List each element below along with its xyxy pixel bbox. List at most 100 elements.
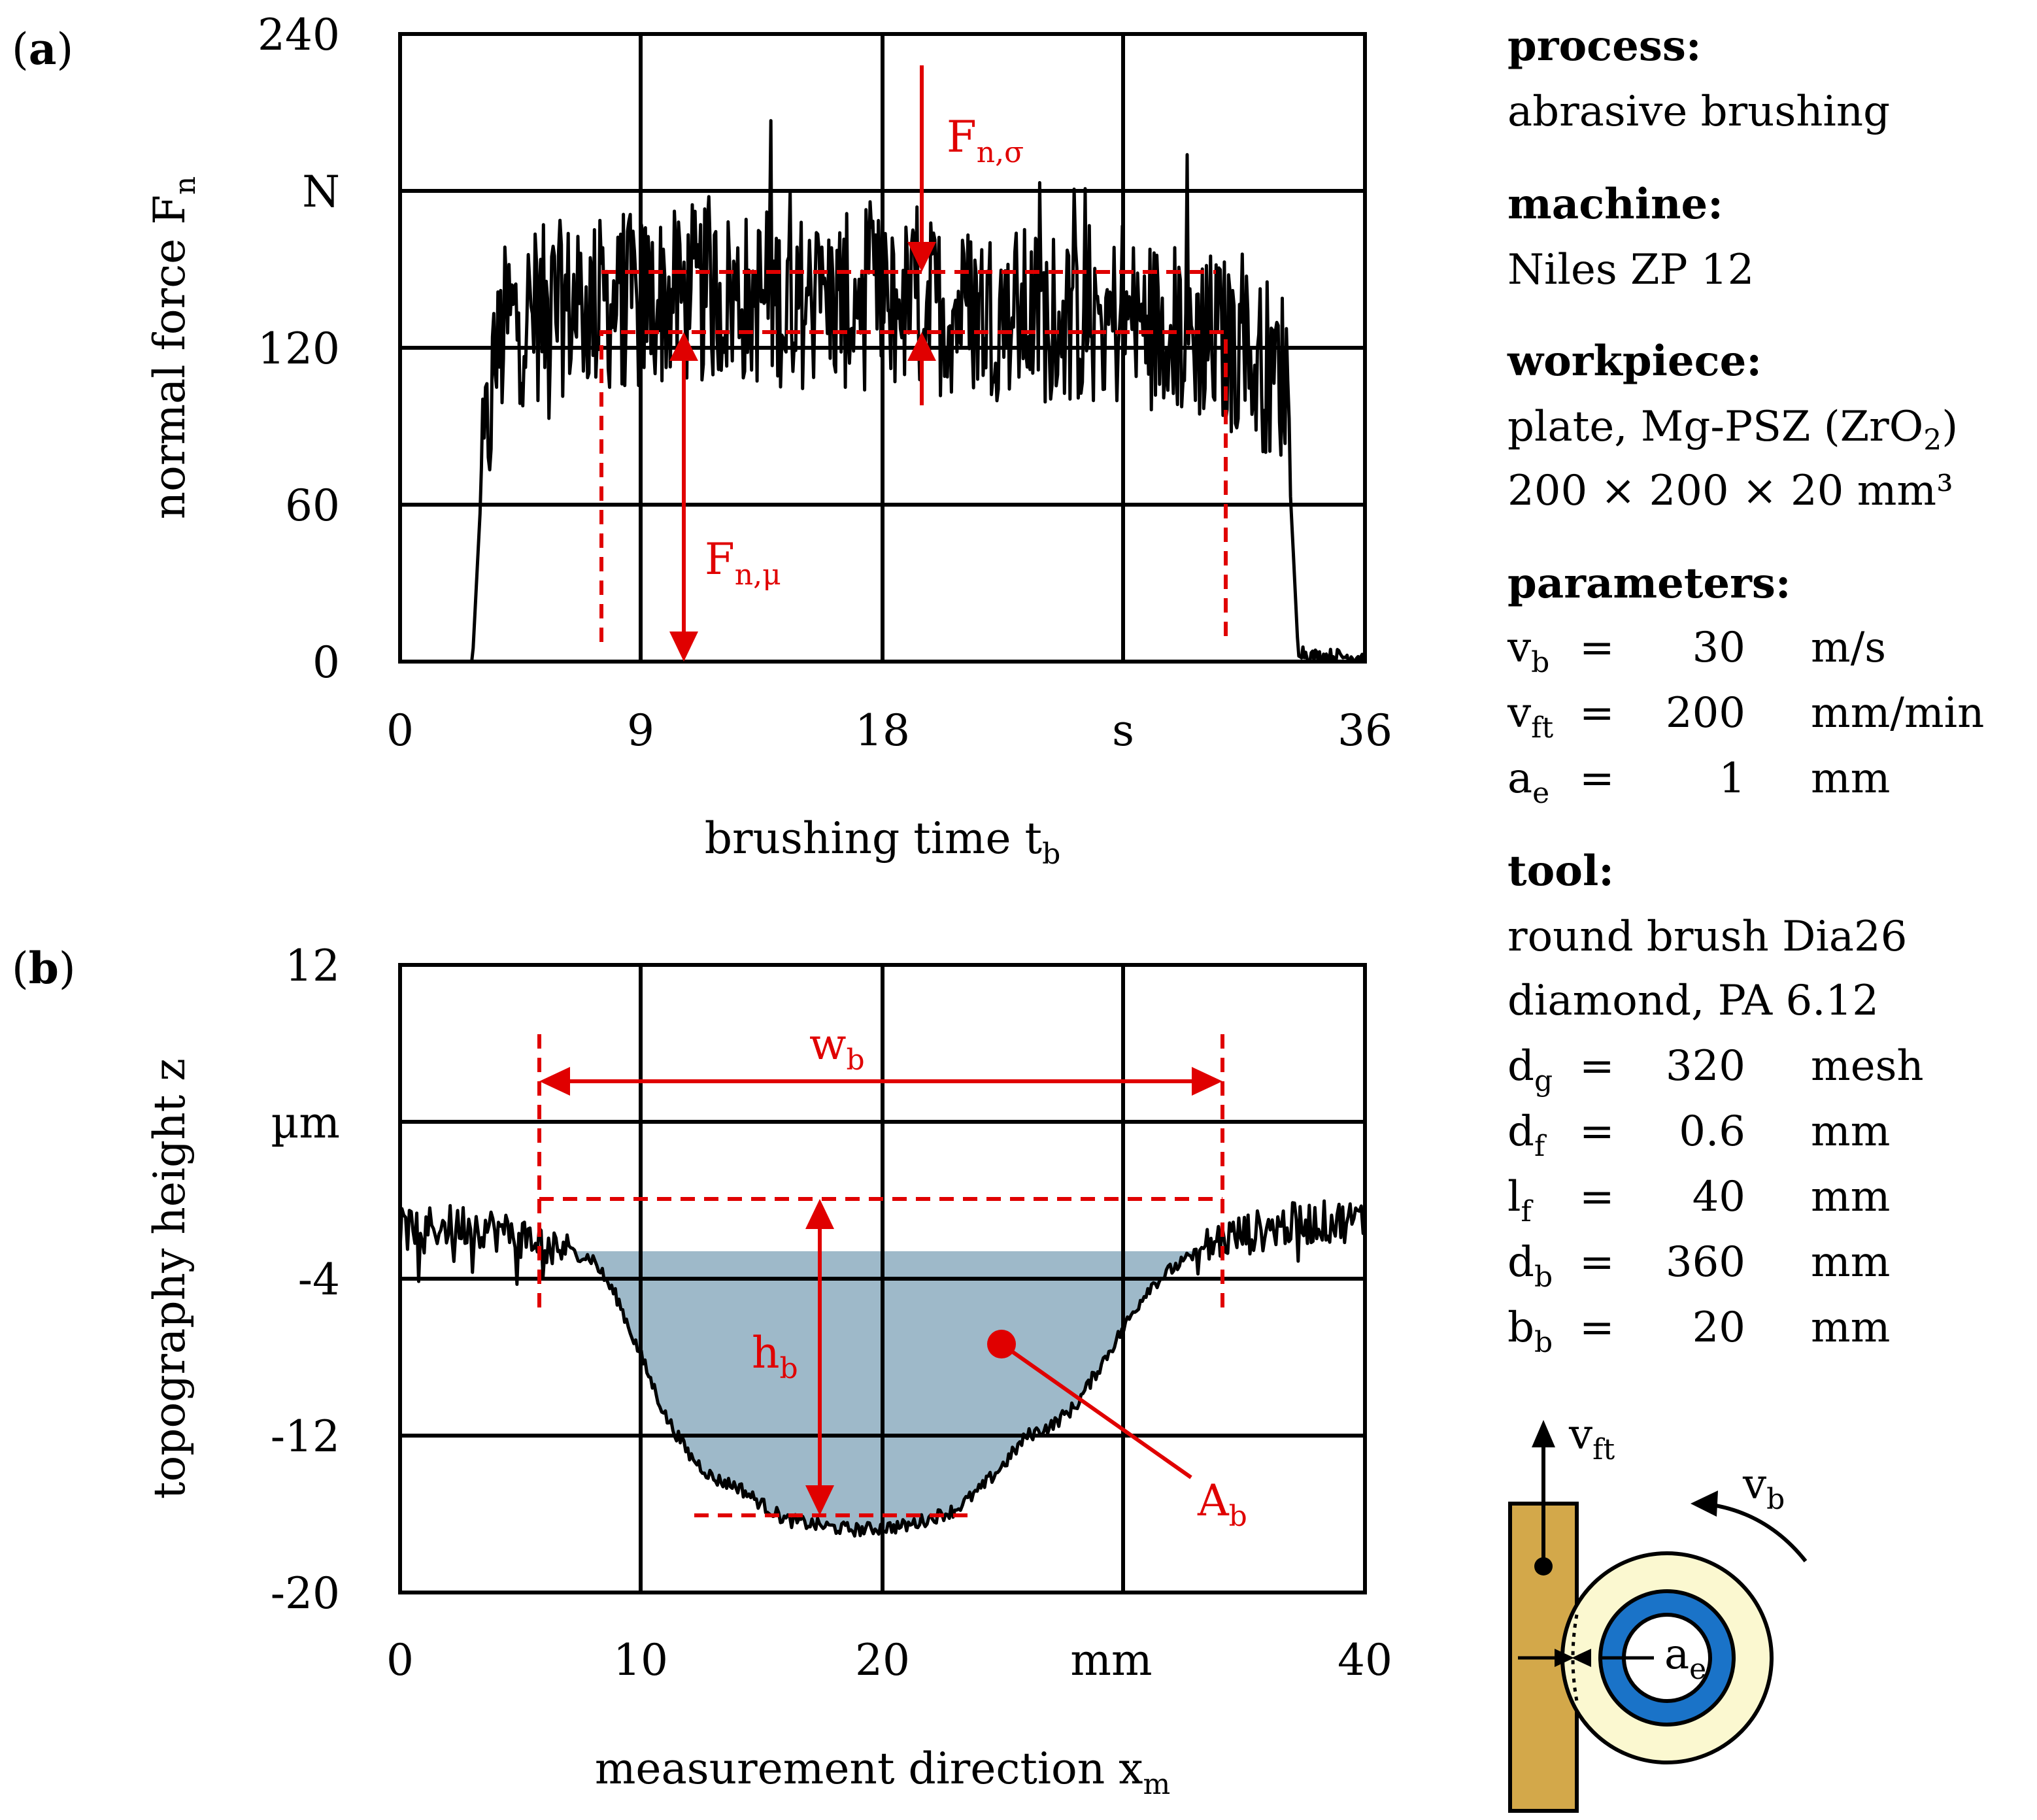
chart-a-ylabel-text: normal force F	[144, 195, 195, 519]
param-equals: =	[1579, 1238, 1615, 1287]
chart-a-ylabel-sub: n	[169, 177, 202, 195]
param-symbol: db	[1507, 1238, 1553, 1294]
mean-dashed-box	[599, 330, 1228, 642]
wb-arrowhead-left	[539, 1067, 570, 1096]
param-symbol: df	[1507, 1107, 1547, 1163]
chart-b-ytick-m20: -20	[271, 1568, 340, 1619]
ab-leader-line	[1000, 1342, 1192, 1479]
chart-b-ytick-m4: -4	[298, 1255, 340, 1305]
chart-a-ytick-60: 60	[285, 480, 340, 531]
chart-b-ytick-m12: -12	[271, 1411, 340, 1462]
param-unit: mm/min	[1811, 689, 1984, 737]
chart-a-ylabel: normal force Fn	[144, 177, 202, 520]
vft-dot	[1534, 1557, 1553, 1576]
param-symbol: vb	[1507, 624, 1549, 679]
chart-a-xlabel: brushing time tb	[705, 813, 1060, 871]
chart-b-xtick-10: 10	[613, 1635, 668, 1685]
chart-a-ytick-120: 120	[258, 324, 340, 374]
param-unit: mm	[1811, 1107, 1890, 1156]
vft-arrowhead	[1532, 1420, 1555, 1447]
parameters-table: vb = 30 m/s vft = 200 mm/min ae = 1 mm	[1507, 624, 1984, 810]
param-symbol: lf	[1507, 1173, 1533, 1228]
chart-b-x-unit: mm	[1070, 1635, 1152, 1685]
chart-b-area-ab	[545, 1251, 1228, 1536]
ae-arrowhead-right	[1572, 1649, 1591, 1667]
label-hb: hb	[752, 1328, 798, 1385]
chart-b-xtick-20: 20	[855, 1635, 910, 1685]
param-value: 360	[1666, 1238, 1745, 1287]
param-equals: =	[1579, 754, 1615, 803]
param-equals: =	[1579, 1173, 1615, 1221]
workpiece-heading: workpiece:	[1507, 337, 1762, 386]
chart-b-xtick-0: 0	[386, 1635, 414, 1685]
chart-a-xlabel-sub: b	[1042, 837, 1060, 871]
vb-rotation-arc	[1702, 1502, 1808, 1562]
tool-parameters-table: dg = 320 mesh df = 0.6 mm lf = 40 mm db = 360 mm bb = 20 mm	[1507, 1042, 1924, 1359]
parameters-heading: parameters:	[1507, 559, 1791, 608]
chart-b-ylabel: topography height z	[144, 1058, 195, 1499]
chart-b-y-unit: µm	[271, 1098, 340, 1148]
vb-arrowhead	[1691, 1491, 1718, 1517]
param-equals: =	[1579, 1042, 1615, 1090]
chart-a-force-line	[399, 119, 1367, 664]
panel-b: (b) 12 µm -4 -12 -20 0 10 20 mm 40 measu…	[12, 941, 1392, 1801]
param-symbol: ae	[1507, 754, 1549, 810]
param-equals: =	[1579, 624, 1615, 672]
chart-a-xtick-0: 0	[386, 705, 414, 756]
chart-a-xtick-18: 18	[855, 705, 910, 756]
chart-b-ytick-12: 12	[285, 941, 340, 991]
param-value: 320	[1666, 1042, 1745, 1090]
tool-heading: tool:	[1507, 847, 1614, 896]
param-unit: m/s	[1811, 624, 1886, 672]
chart-b-grid	[398, 963, 1367, 1594]
chart-b-annotations	[537, 1034, 1224, 1517]
machine-heading: machine:	[1507, 180, 1723, 229]
param-value: 20	[1692, 1304, 1745, 1352]
parameter-sidebar: process: abrasive brushing machine: Nile…	[1507, 22, 1984, 1359]
param-unit: mm	[1811, 1173, 1890, 1221]
chart-a-ytick-240: 240	[258, 10, 340, 60]
param-value: 40	[1692, 1173, 1745, 1221]
param-symbol: bb	[1507, 1304, 1553, 1359]
chart-a-arrowheads	[669, 242, 936, 662]
param-unit: mm	[1811, 1238, 1890, 1287]
ae-arrowhead-left	[1555, 1649, 1574, 1667]
label-vb: vb	[1742, 1460, 1785, 1516]
param-equals: =	[1579, 1304, 1615, 1352]
chart-a-ytick-0: 0	[312, 637, 340, 688]
workpiece-line-1: plate, Mg-PSZ (ZrO2)	[1507, 403, 1958, 457]
label-vft: vft	[1568, 1411, 1615, 1466]
param-unit: mm	[1811, 754, 1890, 803]
tool-line-1: round brush Dia26	[1507, 913, 1907, 961]
process-heading: process:	[1507, 22, 1702, 71]
wb-arrowhead-right	[1192, 1067, 1222, 1096]
label-fn-mu: Fn,μ	[705, 534, 781, 592]
ab-marker-dot	[987, 1330, 1016, 1358]
machine-value: Niles ZP 12	[1507, 246, 1754, 294]
param-symbol: vft	[1507, 689, 1553, 745]
param-value: 0.6	[1679, 1107, 1745, 1156]
panel-a-label: (a)	[12, 24, 73, 75]
param-unit: mesh	[1811, 1042, 1924, 1090]
label-fn-sigma: Fn,σ	[947, 112, 1024, 169]
chart-b-xtick-40: 40	[1338, 1635, 1392, 1685]
panel-b-label: (b)	[12, 943, 76, 994]
label-ab: Ab	[1197, 1475, 1247, 1533]
hb-arrowhead-down	[805, 1485, 834, 1515]
label-wb: wb	[809, 1019, 865, 1077]
tool-line-2: diamond, PA 6.12	[1507, 977, 1879, 1025]
param-symbol: dg	[1507, 1042, 1553, 1098]
param-equals: =	[1579, 1107, 1615, 1156]
chart-a-xtick-9: 9	[627, 705, 654, 756]
workpiece-line-2: 200 × 200 × 20 mm³	[1507, 467, 1953, 515]
chart-a-xlabel-text: brushing time t	[705, 813, 1042, 864]
chart-a-y-unit: N	[302, 167, 340, 217]
process-value: abrasive brushing	[1507, 88, 1890, 136]
param-value: 1	[1719, 754, 1745, 803]
param-unit: mm	[1811, 1304, 1890, 1352]
std-arrowhead-down	[907, 242, 936, 272]
mean-arrowhead-down	[669, 632, 698, 662]
mean-arrowhead-up	[669, 332, 698, 361]
engagement-dotted-arc	[1571, 1614, 1579, 1702]
chart-a-x-unit: s	[1112, 705, 1134, 756]
